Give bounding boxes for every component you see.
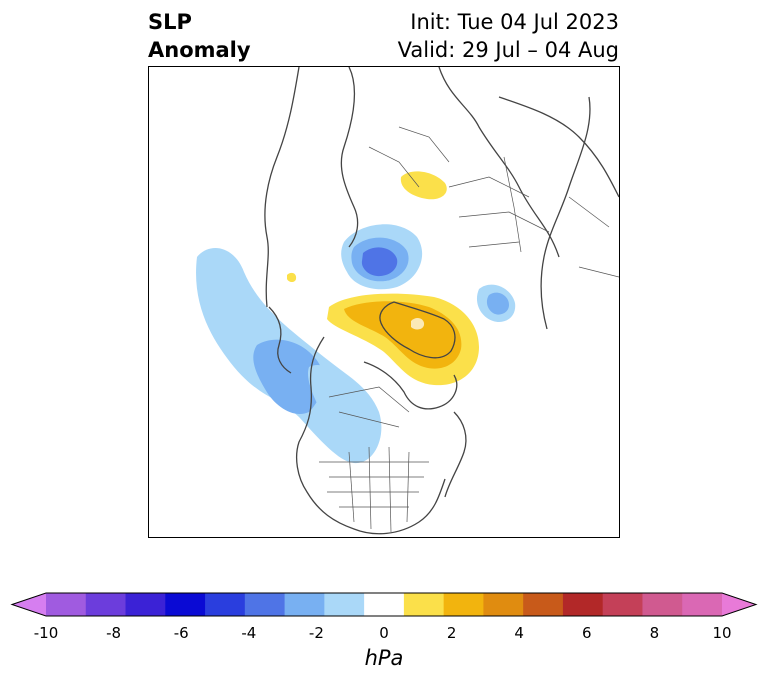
colorbar	[10, 592, 758, 617]
colorbar-segment	[364, 593, 405, 616]
colorbar-tick-label: -2	[308, 624, 324, 642]
colorbar-segment	[562, 593, 604, 616]
colorbar-segment	[205, 593, 246, 616]
colorbar-segment	[403, 593, 445, 616]
anomaly-small-yellow	[287, 272, 297, 282]
colorbar-extend-min	[12, 593, 46, 616]
anomaly-pacific-medium-blue	[253, 339, 324, 415]
slp-anomaly-map	[196, 67, 619, 535]
anomaly-greenland-orange	[344, 301, 462, 369]
colorbar-segment	[642, 593, 683, 616]
anomaly-north-atlantic-blue-core	[486, 292, 509, 315]
colorbar-segment	[523, 593, 564, 616]
country-borders	[319, 126, 619, 533]
colorbar-extend-max	[722, 593, 756, 616]
colorbar-tick-label: 10	[712, 624, 732, 642]
colorbar-tick-label: 8	[649, 624, 660, 642]
colorbar-tick-label: -6	[173, 624, 189, 642]
colorbar-segment	[244, 593, 286, 616]
valid-range: Valid: 29 Jul – 04 Aug	[397, 38, 619, 62]
colorbar-segment	[483, 593, 524, 616]
colorbar-tick-label: -10	[33, 624, 59, 642]
init-date: Init: Tue 04 Jul 2023	[410, 10, 619, 34]
colorbar-segment	[284, 593, 325, 616]
colorbar-segment	[602, 593, 643, 616]
colorbar-unit-label: hPa	[364, 646, 404, 670]
anomaly-greenland-core	[411, 318, 425, 330]
anomaly-north-yellow	[400, 171, 447, 200]
colorbar-tick-label: -4	[241, 624, 257, 642]
map-panel	[148, 66, 620, 538]
colorbar-tick-label: 6	[582, 624, 592, 642]
forecast-dates: Init: Tue 04 Jul 2023 Valid: 29 Jul – 04…	[398, 8, 619, 64]
title-line-2: Anomaly	[148, 38, 251, 62]
colorbar-segment	[165, 593, 206, 616]
coastlines	[264, 67, 619, 535]
title-line-1: SLP	[148, 10, 192, 34]
anomaly-arctic-dark-blue	[361, 247, 398, 277]
colorbar-segment	[443, 593, 484, 616]
colorbar-tick-label: -8	[106, 624, 122, 642]
colorbar-segment	[125, 593, 166, 616]
colorbar-tick-label: 0	[379, 624, 389, 642]
colorbar-outline	[10, 592, 758, 617]
colorbar-segment	[682, 593, 723, 616]
colorbar-segment	[324, 593, 365, 616]
colorbar-segment	[85, 593, 127, 616]
map-title: SLP Anomaly	[148, 8, 251, 64]
colorbar-tick-label: 2	[446, 624, 457, 642]
colorbar-tick-label: 4	[514, 624, 524, 642]
colorbar-segment	[46, 593, 87, 616]
